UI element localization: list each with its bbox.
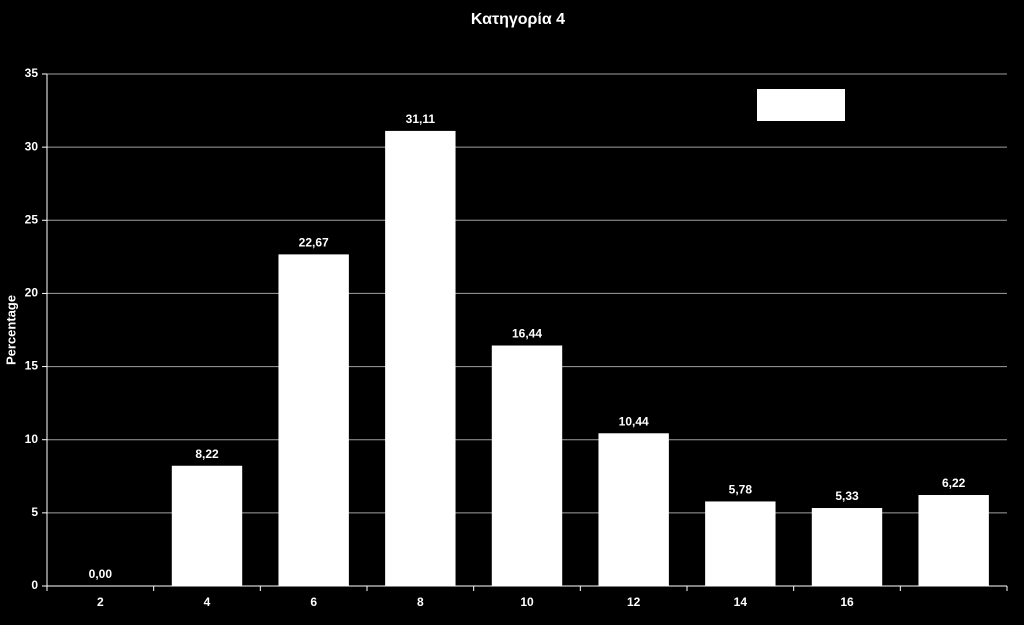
- data-label: 6,22: [942, 476, 966, 490]
- y-tick-label: 10: [25, 432, 39, 446]
- x-tick-label: 16: [840, 595, 854, 609]
- legend-key: [757, 89, 845, 121]
- bar: [278, 254, 349, 586]
- x-tick-label: 4: [204, 595, 211, 609]
- y-tick-label: 15: [25, 359, 39, 373]
- data-label: 8,22: [195, 447, 219, 461]
- x-tick-label: 12: [627, 595, 641, 609]
- data-label: 16,44: [512, 327, 542, 341]
- y-tick-label: 30: [25, 139, 39, 153]
- bar: [491, 345, 563, 586]
- data-label: 31,11: [406, 112, 436, 126]
- bar: [918, 495, 989, 586]
- data-label: 5,78: [729, 483, 753, 497]
- y-tick-label: 5: [31, 505, 38, 519]
- x-tick-label: 10: [520, 595, 534, 609]
- y-tick-label: 20: [25, 286, 39, 300]
- bar: [705, 501, 776, 586]
- data-label: 22,67: [299, 236, 329, 250]
- y-tick-label: 35: [25, 66, 39, 80]
- data-label: 5,33: [835, 489, 859, 503]
- y-tick-label: 0: [31, 578, 38, 592]
- x-tick-label: 2: [97, 595, 104, 609]
- x-tick-label: 6: [310, 595, 317, 609]
- y-axis-title: Percentage: [3, 295, 18, 365]
- x-tick-label: 14: [734, 595, 748, 609]
- bar: [811, 508, 883, 586]
- data-label: 10,44: [619, 414, 649, 428]
- y-tick-label: 25: [25, 212, 39, 226]
- bar: [171, 465, 243, 586]
- chart-title: Κατηγορία 4: [471, 11, 565, 28]
- bar: [598, 433, 669, 586]
- x-tick-label: 8: [417, 595, 424, 609]
- bar: [385, 130, 456, 586]
- data-label: 0,00: [89, 567, 113, 581]
